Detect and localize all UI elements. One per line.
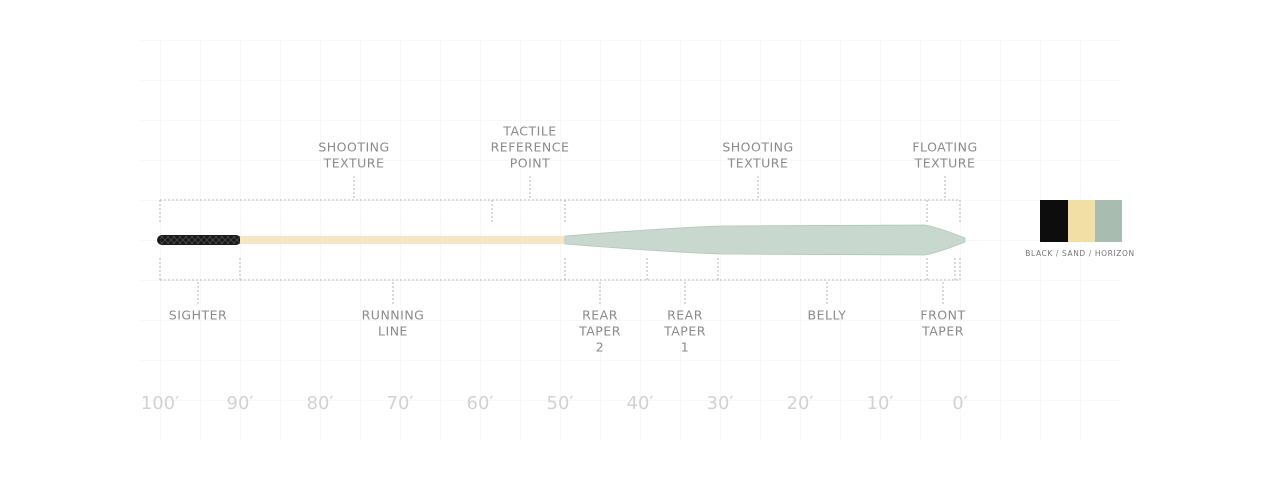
fly-line bbox=[157, 224, 966, 256]
scale-label: 30′ bbox=[707, 393, 734, 414]
scale-label: 0′ bbox=[952, 393, 968, 414]
scale-label: 60′ bbox=[467, 393, 494, 414]
top-label: TEXTURE bbox=[727, 156, 789, 171]
bottom-label: BELLY bbox=[808, 308, 847, 323]
top-label: TEXTURE bbox=[914, 156, 976, 171]
swatch-black bbox=[1040, 200, 1068, 242]
swatch-label: BLACK / SAND / HORIZON bbox=[1025, 249, 1134, 258]
bottom-label: FRONT bbox=[920, 308, 965, 323]
scale-label: 100′ bbox=[141, 393, 179, 414]
bottom-label: 2 bbox=[596, 340, 604, 355]
head-section bbox=[564, 224, 966, 256]
bottom-label: RUNNING bbox=[362, 308, 425, 323]
color-swatch: BLACK / SAND / HORIZON bbox=[1025, 200, 1134, 258]
bottom-label: 1 bbox=[681, 340, 689, 355]
swatch-horizon bbox=[1095, 200, 1122, 242]
scale-label: 80′ bbox=[307, 393, 334, 414]
scale-label: 50′ bbox=[547, 393, 574, 414]
top-label: REFERENCE bbox=[491, 140, 570, 155]
top-label: POINT bbox=[510, 156, 551, 171]
bottom-label: REAR bbox=[582, 308, 618, 323]
scale-label: 40′ bbox=[627, 393, 654, 414]
scale-label: 20′ bbox=[787, 393, 814, 414]
top-label: TACTILE bbox=[502, 124, 556, 139]
top-label: SHOOTING bbox=[318, 140, 389, 155]
sighter-texture bbox=[160, 236, 240, 244]
scale-label: 10′ bbox=[867, 393, 894, 414]
bottom-label: TAPER bbox=[663, 324, 706, 339]
bottom-label: LINE bbox=[378, 324, 408, 339]
scale-label: 70′ bbox=[387, 393, 414, 414]
top-label: FLOATING bbox=[912, 140, 977, 155]
bottom-label: TAPER bbox=[921, 324, 964, 339]
brackets bbox=[159, 199, 961, 281]
running-line-section bbox=[240, 236, 566, 244]
bottom-label: REAR bbox=[667, 308, 703, 323]
bottom-label: TAPER bbox=[578, 324, 621, 339]
scale-label: 90′ bbox=[227, 393, 254, 414]
top-label: SHOOTING bbox=[722, 140, 793, 155]
top-label: TEXTURE bbox=[323, 156, 385, 171]
bottom-label: SIGHTER bbox=[169, 308, 227, 323]
swatch-sand bbox=[1068, 200, 1095, 242]
